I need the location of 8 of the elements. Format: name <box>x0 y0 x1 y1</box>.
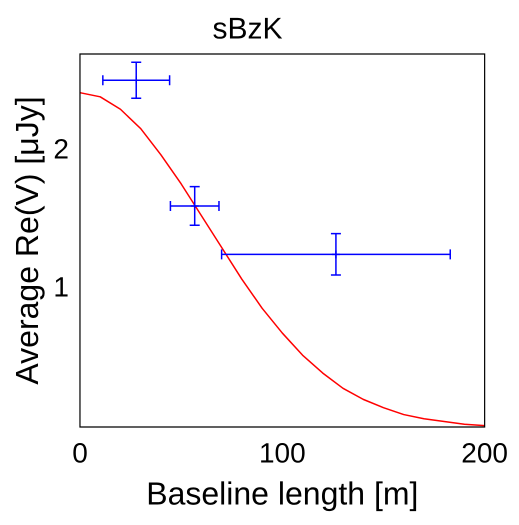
chart-title: sBzK <box>212 12 283 46</box>
y-tick-label: 1 <box>53 272 69 303</box>
y-tick-label: 2 <box>53 133 69 164</box>
x-tick-label: 0 <box>72 438 88 469</box>
y-axis-title: Average Re(V) [μJy] <box>9 96 46 385</box>
x-tick-label: 100 <box>258 438 306 469</box>
x-tick-label: 200 <box>461 438 508 469</box>
x-axis-title: Baseline length [m] <box>146 476 418 512</box>
